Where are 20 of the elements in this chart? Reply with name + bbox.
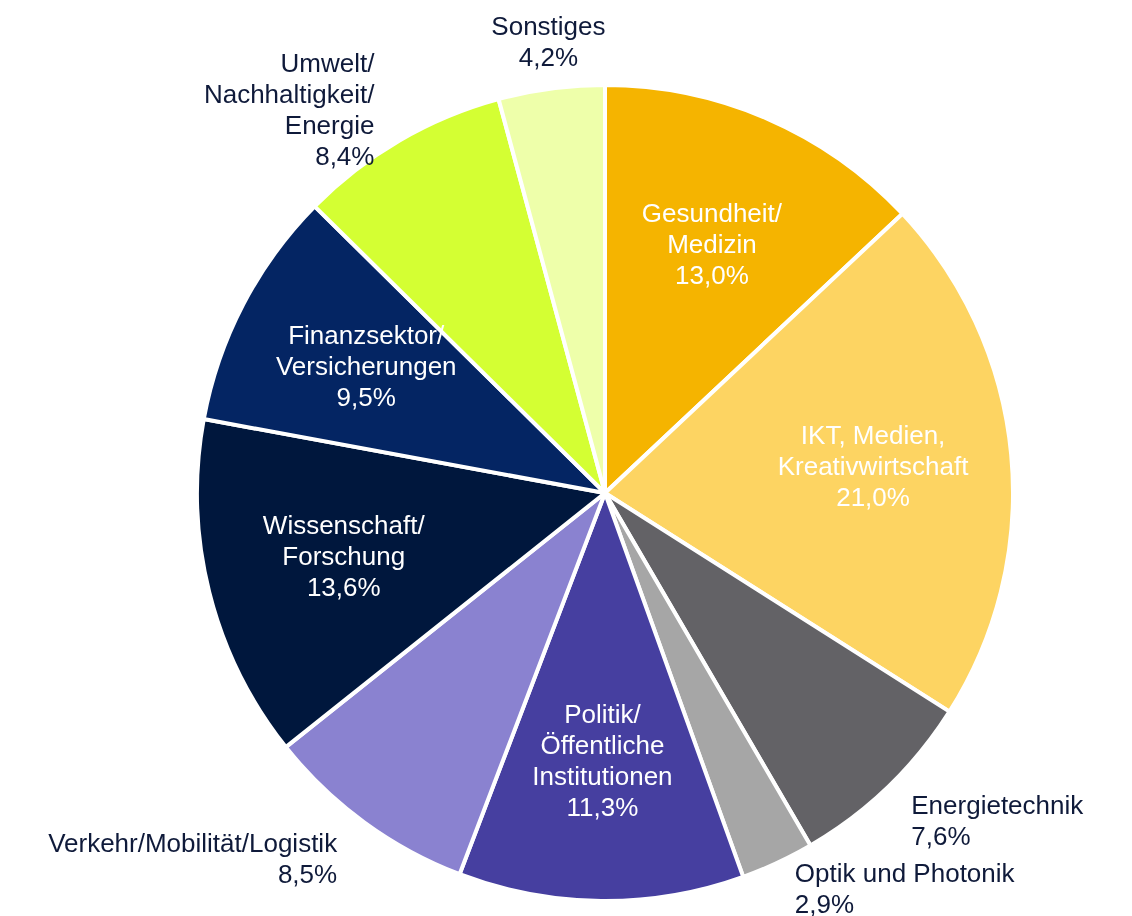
data-label: 4,2% [518,41,579,72]
slice-label: Energietechnik [911,790,1085,821]
slice-label: Gesundheit/ Medizin [641,197,783,259]
slice-label: Sonstiges [491,10,606,41]
slice-label: Wissenschaft/ Forschung [262,510,426,572]
slice-label: Finanzsektor/ Versicherungen [275,320,457,382]
data-label: 7,6% [911,821,971,852]
slice-label: Optik und Photonik [794,857,1016,888]
data-label: 8,5% [277,858,338,889]
data-label: 13,6% [306,572,381,603]
data-label: 8,4% [315,140,375,171]
slice-label: Umwelt/ Nachhaltigkeit/ Energie [203,47,376,140]
data-label: 21,0% [836,481,910,512]
data-label: 9,5% [336,382,396,413]
data-label: 11,3% [566,791,639,822]
data-label: 2,9% [794,888,855,916]
slice-label: Verkehr/Mobilität/Logistik [48,827,339,858]
data-label: 13,0% [675,259,749,290]
slice-label: IKT, Medien, Kreativwirtschaft [777,419,970,481]
slice-label: Politik/ Öffentliche Institutionen [532,698,673,791]
